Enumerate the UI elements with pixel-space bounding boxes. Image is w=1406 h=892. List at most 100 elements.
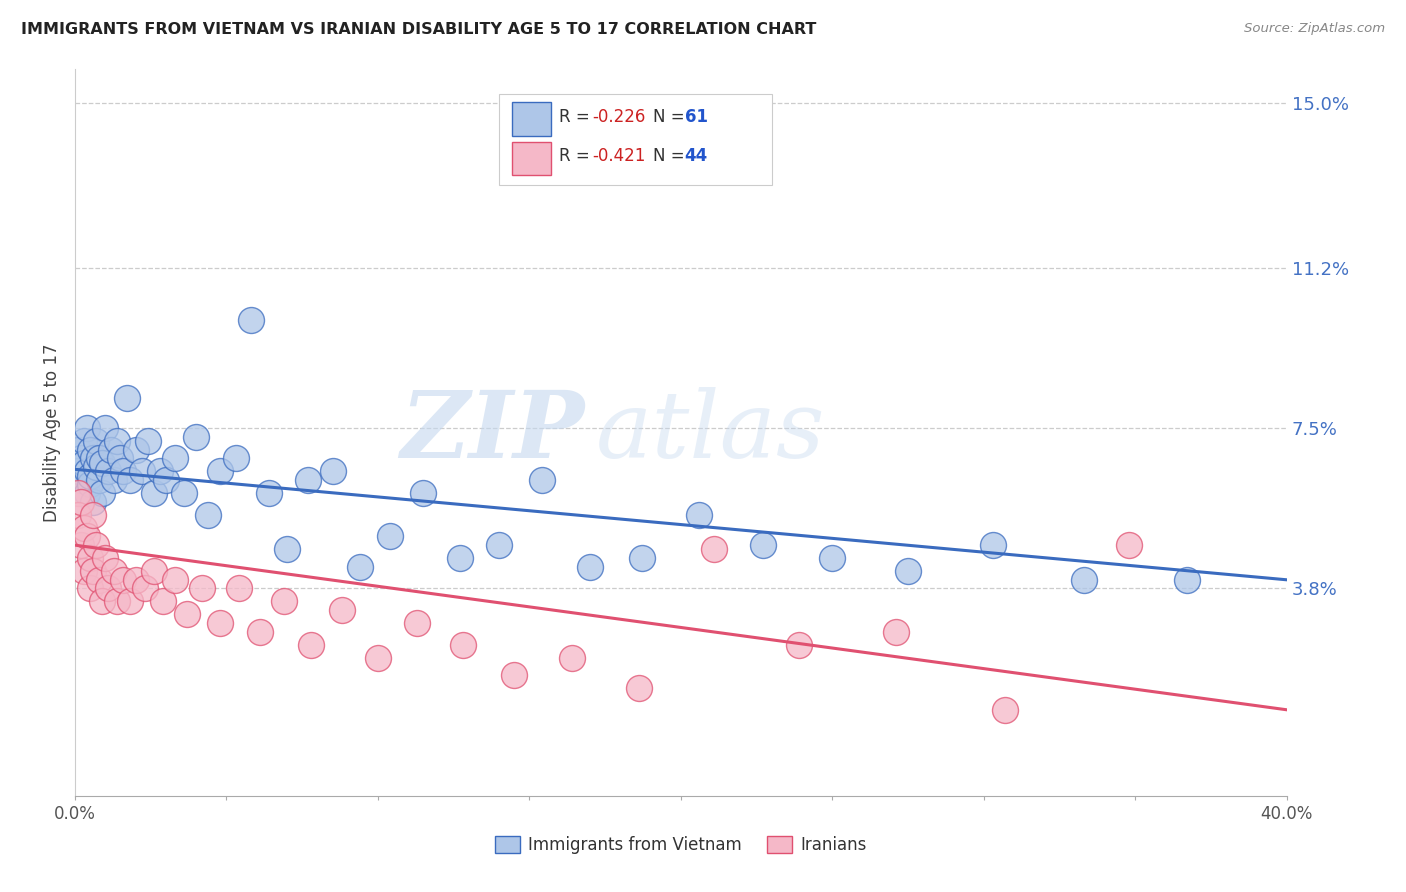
- FancyBboxPatch shape: [512, 103, 551, 136]
- Point: [103, 564, 125, 578]
- Point: [89, 573, 111, 587]
- Point: [163, 451, 186, 466]
- Point: [70, 538, 93, 552]
- Point: [884, 624, 907, 639]
- Point: [79, 477, 101, 491]
- Point: [89, 473, 111, 487]
- Point: [297, 473, 319, 487]
- Point: [100, 442, 122, 457]
- FancyBboxPatch shape: [512, 142, 551, 175]
- Point: [579, 559, 602, 574]
- Point: [349, 559, 371, 574]
- Text: atlas: atlas: [596, 387, 825, 477]
- Point: [630, 551, 652, 566]
- Point: [197, 508, 219, 522]
- Point: [152, 594, 174, 608]
- Point: [94, 421, 117, 435]
- Point: [239, 313, 262, 327]
- Point: [103, 473, 125, 487]
- Point: [897, 564, 920, 578]
- Point: [67, 465, 90, 479]
- Point: [176, 607, 198, 622]
- Point: [112, 573, 135, 587]
- Text: IMMIGRANTS FROM VIETNAM VS IRANIAN DISABILITY AGE 5 TO 17 CORRELATION CHART: IMMIGRANTS FROM VIETNAM VS IRANIAN DISAB…: [21, 22, 817, 37]
- Point: [191, 582, 214, 596]
- Point: [67, 508, 90, 522]
- Point: [273, 594, 295, 608]
- Point: [142, 486, 165, 500]
- Point: [149, 465, 172, 479]
- Text: 61: 61: [685, 108, 707, 126]
- Point: [82, 451, 104, 466]
- Point: [163, 573, 186, 587]
- Point: [82, 564, 104, 578]
- Point: [209, 465, 232, 479]
- Text: R =: R =: [558, 108, 595, 126]
- Point: [70, 473, 93, 487]
- Point: [73, 564, 96, 578]
- Point: [136, 434, 159, 449]
- Point: [257, 486, 280, 500]
- Point: [67, 442, 90, 457]
- Point: [76, 421, 98, 435]
- Point: [97, 465, 120, 479]
- FancyBboxPatch shape: [499, 94, 772, 185]
- Point: [79, 442, 101, 457]
- Point: [94, 551, 117, 566]
- Point: [73, 456, 96, 470]
- Point: [97, 582, 120, 596]
- Point: [688, 508, 710, 522]
- Text: Source: ZipAtlas.com: Source: ZipAtlas.com: [1244, 22, 1385, 36]
- Text: ZIP: ZIP: [399, 387, 583, 477]
- Point: [225, 451, 247, 466]
- Point: [124, 573, 146, 587]
- Point: [134, 582, 156, 596]
- Point: [1118, 538, 1140, 552]
- Point: [73, 434, 96, 449]
- Point: [76, 486, 98, 500]
- Point: [84, 434, 107, 449]
- Text: -0.421: -0.421: [592, 147, 645, 165]
- Point: [406, 616, 429, 631]
- Point: [142, 564, 165, 578]
- Point: [76, 465, 98, 479]
- Point: [91, 456, 114, 470]
- Point: [79, 582, 101, 596]
- Point: [84, 538, 107, 552]
- Legend: Immigrants from Vietnam, Iranians: Immigrants from Vietnam, Iranians: [488, 830, 873, 861]
- Point: [751, 538, 773, 552]
- Point: [276, 542, 298, 557]
- Point: [124, 442, 146, 457]
- Point: [107, 434, 129, 449]
- Point: [488, 538, 510, 552]
- Point: [451, 638, 474, 652]
- Point: [412, 486, 434, 500]
- Point: [89, 451, 111, 466]
- Point: [981, 538, 1004, 552]
- Point: [91, 594, 114, 608]
- Point: [209, 616, 232, 631]
- Text: N =: N =: [652, 108, 690, 126]
- Point: [228, 582, 250, 596]
- Point: [627, 681, 650, 695]
- Point: [131, 465, 153, 479]
- Point: [322, 465, 344, 479]
- Point: [367, 650, 389, 665]
- Text: -0.226: -0.226: [592, 108, 645, 126]
- Point: [503, 668, 526, 682]
- Text: 44: 44: [685, 147, 707, 165]
- Point: [112, 465, 135, 479]
- Point: [82, 508, 104, 522]
- Point: [994, 703, 1017, 717]
- Text: R =: R =: [558, 147, 595, 165]
- Point: [449, 551, 471, 566]
- Point: [70, 451, 93, 466]
- Y-axis label: Disability Age 5 to 17: Disability Age 5 to 17: [44, 343, 60, 522]
- Point: [1073, 573, 1095, 587]
- Point: [155, 473, 177, 487]
- Point: [249, 624, 271, 639]
- Point: [330, 603, 353, 617]
- Point: [107, 594, 129, 608]
- Point: [186, 430, 208, 444]
- Point: [378, 529, 401, 543]
